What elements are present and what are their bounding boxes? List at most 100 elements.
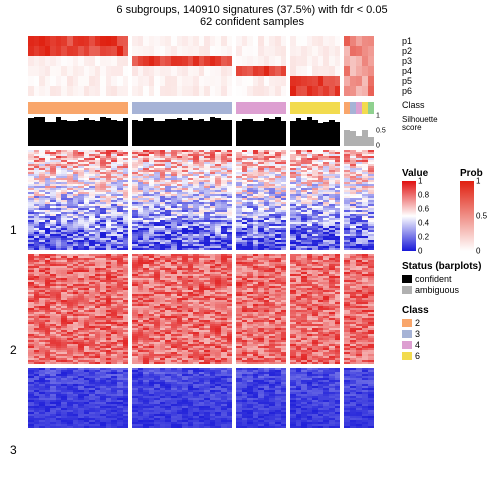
silhouette-group bbox=[236, 116, 286, 146]
legend-item: ambiguous bbox=[402, 285, 498, 295]
prob-cell bbox=[368, 36, 374, 46]
class-cell bbox=[28, 102, 128, 114]
legend-label: 6 bbox=[415, 351, 420, 361]
silhouette-bar bbox=[123, 118, 129, 146]
value-legend: Value 10.80.60.40.20 bbox=[402, 168, 442, 251]
prob-row bbox=[28, 36, 398, 46]
prob-cell bbox=[281, 56, 287, 66]
prob-row bbox=[28, 56, 398, 66]
legend-swatch bbox=[402, 330, 412, 338]
prob-group bbox=[236, 66, 286, 76]
legend-swatch bbox=[402, 319, 412, 327]
heatmap-cluster bbox=[236, 368, 286, 428]
prob-group bbox=[28, 86, 128, 96]
heatmap-cluster bbox=[290, 254, 340, 364]
prob-group bbox=[132, 66, 232, 76]
prob-group bbox=[132, 46, 232, 56]
prob-row bbox=[28, 86, 398, 96]
prob-cell bbox=[335, 86, 341, 96]
prob-cell bbox=[281, 86, 287, 96]
title-line-1: 6 subgroups, 140910 signatures (37.5%) w… bbox=[0, 4, 504, 16]
prob-group bbox=[344, 46, 374, 56]
status-legend: Status (barplots) confidentambiguous bbox=[402, 261, 498, 295]
prob-row bbox=[28, 46, 398, 56]
silhouette-bar bbox=[368, 137, 374, 146]
prob-legend: Prob 10.50 bbox=[460, 168, 500, 251]
silhouette-group: 10.50 bbox=[344, 116, 374, 146]
prob-group bbox=[28, 36, 128, 46]
legend-label: 3 bbox=[415, 329, 420, 339]
prob-cell bbox=[368, 76, 374, 86]
heatmap-cluster bbox=[236, 150, 286, 250]
prob-group bbox=[132, 86, 232, 96]
silhouette-bar bbox=[335, 122, 341, 146]
legend-item: 6 bbox=[402, 351, 498, 361]
heatmap-cluster bbox=[28, 254, 128, 364]
heatmap-cluster bbox=[344, 254, 374, 364]
legend-item: confident bbox=[402, 274, 498, 284]
prob-row-labels: p1p2p3p4p5p6 bbox=[402, 36, 412, 96]
prob-group bbox=[290, 86, 340, 96]
class-annotation-row bbox=[28, 100, 398, 114]
prob-group bbox=[290, 36, 340, 46]
prob-group bbox=[290, 46, 340, 56]
prob-group bbox=[132, 36, 232, 46]
class-cell bbox=[236, 102, 286, 114]
heatmap-cluster bbox=[132, 254, 232, 364]
legend-swatch bbox=[402, 286, 412, 294]
prob-row bbox=[28, 76, 398, 86]
prob-label: p6 bbox=[402, 86, 412, 96]
class-legend-title: Class bbox=[402, 305, 498, 316]
prob-group bbox=[236, 56, 286, 66]
prob-cell bbox=[335, 36, 341, 46]
prob-group bbox=[344, 76, 374, 86]
title-line-2: 62 confident samples bbox=[0, 16, 504, 28]
prob-label: p4 bbox=[402, 66, 412, 76]
heatmap-column-group bbox=[132, 150, 232, 428]
value-colorbar bbox=[402, 181, 416, 251]
colorbar-tick: 0.5 bbox=[476, 212, 487, 221]
legend-label: 4 bbox=[415, 340, 420, 350]
prob-cell bbox=[227, 36, 233, 46]
prob-cell bbox=[335, 56, 341, 66]
row-cluster-label: 1 bbox=[10, 223, 17, 237]
colorbars-row: Value 10.80.60.40.20 Prob 10.50 bbox=[402, 168, 498, 251]
prob-group bbox=[236, 46, 286, 56]
title-block: 6 subgroups, 140910 signatures (37.5%) w… bbox=[0, 0, 504, 28]
probability-annotation bbox=[28, 36, 398, 96]
silhouette-group bbox=[290, 116, 340, 146]
prob-cell bbox=[335, 46, 341, 56]
legend-label: confident bbox=[415, 274, 452, 284]
value-colorbar-ticks: 10.80.60.40.20 bbox=[418, 181, 442, 251]
colorbar-tick: 1 bbox=[418, 177, 422, 186]
prob-cell bbox=[227, 66, 233, 76]
prob-cell bbox=[335, 76, 341, 86]
prob-cell bbox=[335, 66, 341, 76]
prob-cell bbox=[281, 66, 287, 76]
legend-item: 2 bbox=[402, 318, 498, 328]
prob-group bbox=[28, 56, 128, 66]
prob-cell bbox=[123, 46, 129, 56]
silhouette-bar bbox=[281, 121, 287, 146]
legend-swatch bbox=[402, 275, 412, 283]
prob-group bbox=[290, 76, 340, 86]
heatmap-cluster bbox=[28, 150, 128, 250]
prob-cell bbox=[123, 86, 129, 96]
heatmap-column-group bbox=[28, 150, 128, 428]
heatmap-cluster bbox=[132, 150, 232, 250]
prob-label: p3 bbox=[402, 56, 412, 66]
legend-swatch bbox=[402, 352, 412, 360]
prob-group bbox=[344, 66, 374, 76]
prob-group bbox=[28, 66, 128, 76]
prob-cell bbox=[368, 86, 374, 96]
colorbar-tick: 0.8 bbox=[418, 191, 429, 200]
row-cluster-label: 2 bbox=[10, 343, 17, 357]
prob-group bbox=[132, 56, 232, 66]
prob-row bbox=[28, 66, 398, 76]
heatmap-column-group bbox=[236, 150, 286, 428]
prob-cell bbox=[227, 76, 233, 86]
prob-cell bbox=[281, 46, 287, 56]
legends: Value 10.80.60.40.20 Prob 10.50 Status (… bbox=[402, 168, 498, 371]
prob-group bbox=[290, 56, 340, 66]
prob-cell bbox=[281, 76, 287, 86]
